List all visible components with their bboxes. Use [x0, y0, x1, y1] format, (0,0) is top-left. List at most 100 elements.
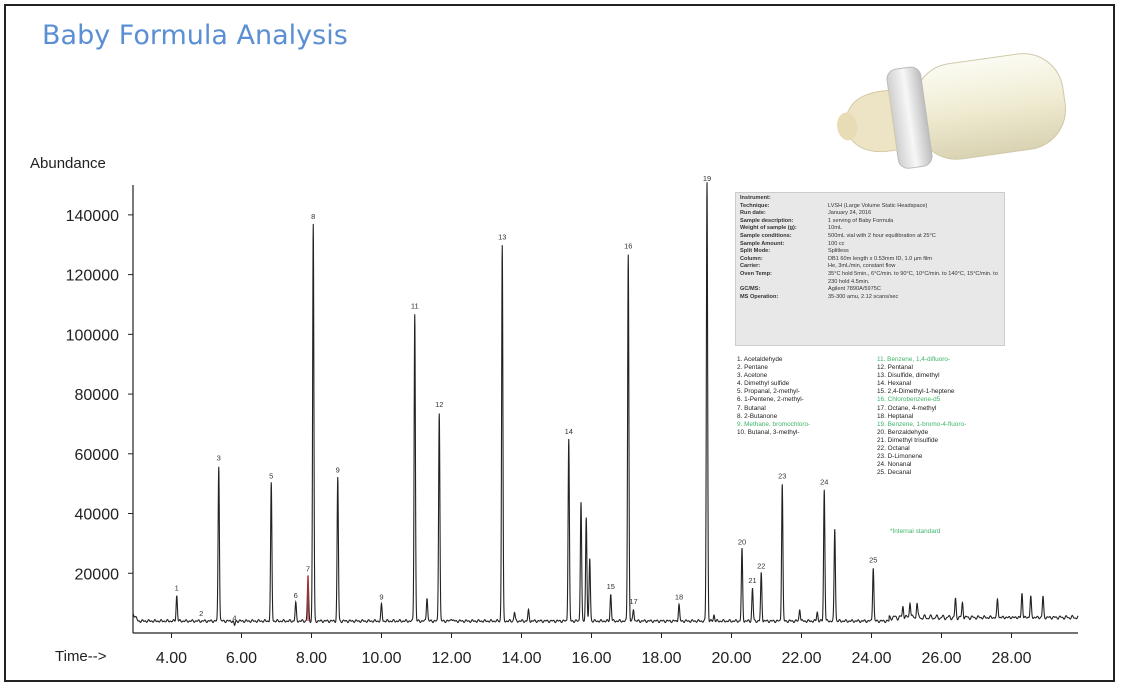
method-info-table: Instrument: Technique: LVSH (Large Volume …	[735, 192, 1005, 346]
x-tick-label: 22.00	[781, 650, 821, 667]
x-tick-label: 20.00	[711, 650, 751, 667]
info-row: Column: DB1 60m length x 0.53mm ID, 1.0 µ…	[740, 256, 1000, 264]
x-tick-label: 4.00	[156, 650, 187, 667]
internal-standard-note: *Internal standard	[890, 528, 941, 535]
legend-item: 23. D-Limonene	[877, 453, 923, 461]
legend-item: 3. Acetone	[737, 372, 768, 380]
x-tick-label: 8.00	[296, 650, 327, 667]
info-key: Run date:	[740, 210, 766, 217]
compound-legend-right: 11. Benzene, 1,4-difluoro- 12. Pentanal 13…	[877, 356, 966, 477]
info-value	[828, 195, 1000, 203]
peak-label: 18	[675, 593, 683, 602]
info-key: Split Mode:	[740, 248, 771, 255]
y-ticks: 20000 40000 60000 80000 100000 120000 140000	[66, 208, 133, 583]
info-row: Run date: January 24, 2016	[740, 210, 1000, 218]
info-row: Sample conditions: 500mL vial with 2 hour…	[740, 233, 1000, 241]
info-row: Sample description: 1 serving of Baby For…	[740, 218, 1000, 226]
legend-item: 22. Octanal	[877, 445, 910, 453]
info-value: January 24, 2016	[828, 210, 872, 217]
info-key: GC/MS:	[740, 286, 761, 293]
x-tick-label: 6.00	[226, 650, 257, 667]
info-key: Oven Temp:	[740, 270, 772, 277]
y-tick-label: 60000	[75, 447, 120, 464]
baby-bottle-image	[837, 53, 1067, 169]
y-tick-label: 120000	[66, 268, 119, 285]
y-axis-label: Abundance	[30, 155, 106, 172]
x-tick-label: 26.00	[921, 650, 961, 667]
info-key: MS Operation:	[740, 293, 779, 300]
legend-item: 16. Chlorobenzene-d5	[877, 396, 941, 404]
peak-label: 3	[217, 454, 221, 463]
legend-item: 10. Butanal, 3-methyl-	[737, 428, 800, 436]
info-value: Splitless	[828, 248, 849, 255]
info-value: LVSH (Large Volume Static Headspace)	[828, 202, 928, 209]
legend-item: 20. Benzaldehyde	[877, 428, 929, 436]
info-row: Oven Temp: 35°C hold 5min., 6°C/min. to 9…	[740, 271, 1000, 286]
legend-item: 17. Octane, 4-methyl	[877, 404, 937, 412]
info-value: 100 cc	[828, 240, 845, 247]
info-key: Column:	[740, 255, 763, 262]
legend-item: 18. Heptanal	[877, 412, 914, 420]
info-row: MS Operation: 35-300 amu, 2.12 scans/sec	[740, 294, 1000, 302]
info-row: Weight of sample (g): 10mL	[740, 225, 1000, 233]
peak-label: 24	[820, 478, 828, 487]
peak-label: 20	[738, 537, 746, 546]
y-tick-label: 40000	[75, 507, 120, 524]
peak-label: 11	[411, 301, 419, 310]
legend-item: 25. Decanal	[877, 469, 912, 477]
info-value: 35°C hold 5min., 6°C/min. to 90°C, 10°C/…	[828, 270, 998, 285]
x-tick-label: 12.00	[431, 650, 471, 667]
page-title: Baby Formula Analysis	[42, 20, 348, 51]
legend-item: 15. 2,4-Dimethyl-1-heptene	[877, 388, 955, 396]
x-ticks: 4.00 6.00 8.00 10.00 12.00 14.00 16.00 18.00 20.…	[156, 633, 1032, 667]
x-tick-label: 28.00	[991, 650, 1031, 667]
peak-label: 9	[379, 593, 383, 602]
legend-item: 24. Nonanal	[877, 461, 912, 469]
chromatogram-trace	[132, 182, 1079, 626]
info-key: Sample conditions:	[740, 232, 792, 239]
x-tick-label: 14.00	[501, 650, 541, 667]
peak-label: 17	[629, 597, 637, 606]
peak-label: 6	[294, 591, 298, 600]
legend-item: 12. Pentanal	[877, 364, 913, 372]
peak-label: 8	[311, 212, 315, 221]
peak-label: 9	[336, 466, 340, 475]
info-row: Split Mode: Splitless	[740, 248, 1000, 256]
x-axis-label: Time-->	[55, 648, 107, 665]
compound-legend-left: 1. Acetaldehyde 2. Pentane 3. Acetone 4. Di…	[737, 356, 810, 437]
peak-label: 25	[869, 555, 877, 564]
peak-label: 22	[757, 561, 765, 570]
info-value: DB1 60m length x 0.53mm ID, 1.0 µm film	[828, 255, 932, 262]
info-key: Instrument:	[740, 195, 771, 201]
peak-label: 2	[199, 609, 203, 618]
legend-item: 8. 2-Butanone	[737, 412, 778, 420]
legend-item: 13. Disulfide, dimethyl	[877, 372, 940, 380]
y-tick-label: 100000	[66, 327, 119, 344]
legend-item: 2. Pentane	[737, 364, 768, 372]
x-tick-label: 18.00	[641, 650, 681, 667]
legend-item: 7. Butanal	[737, 404, 766, 412]
figure-frame	[4, 4, 1115, 682]
peak-label: 14	[565, 427, 573, 436]
x-tick-label: 16.00	[571, 650, 611, 667]
info-row: Technique: LVSH (Large Volume Static Head…	[740, 203, 1000, 211]
peak-label: 12	[435, 400, 443, 409]
info-row: GC/MS: Agilent 7890A/5975C	[740, 286, 1000, 294]
peak-label: 4	[232, 614, 236, 623]
peak-label: 19	[703, 174, 711, 183]
legend-item: 4. Dimethyl sulfide	[737, 380, 790, 388]
legend-item: 5. Propanal, 2-methyl-	[737, 388, 800, 396]
peak-label: 23	[778, 472, 786, 481]
info-key: Carrier:	[740, 263, 761, 270]
y-tick-label: 80000	[75, 387, 120, 404]
peak-label: 15	[607, 582, 615, 591]
info-value: 10mL	[828, 225, 842, 232]
legend-item: 19. Benzene, 1-bromo-4-fluoro-	[877, 420, 967, 428]
legend-item: 6. 1-Pentene, 2-methyl-	[737, 396, 804, 404]
info-key: Sample description:	[740, 217, 794, 224]
info-row: Sample Amount: 100 cc	[740, 241, 1000, 249]
peak-label: 13	[498, 233, 506, 242]
info-row: Carrier: He, 3mL/min, constant flow	[740, 263, 1000, 271]
